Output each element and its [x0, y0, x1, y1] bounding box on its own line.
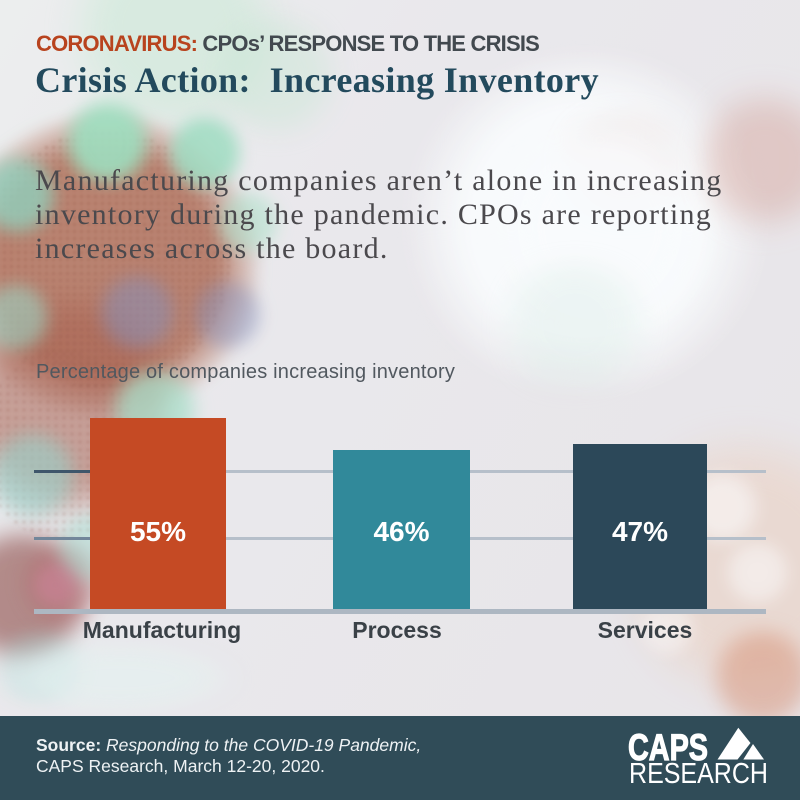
- svg-text:CAPS: CAPS: [628, 727, 708, 768]
- svg-text:RESEARCH: RESEARCH: [629, 758, 768, 788]
